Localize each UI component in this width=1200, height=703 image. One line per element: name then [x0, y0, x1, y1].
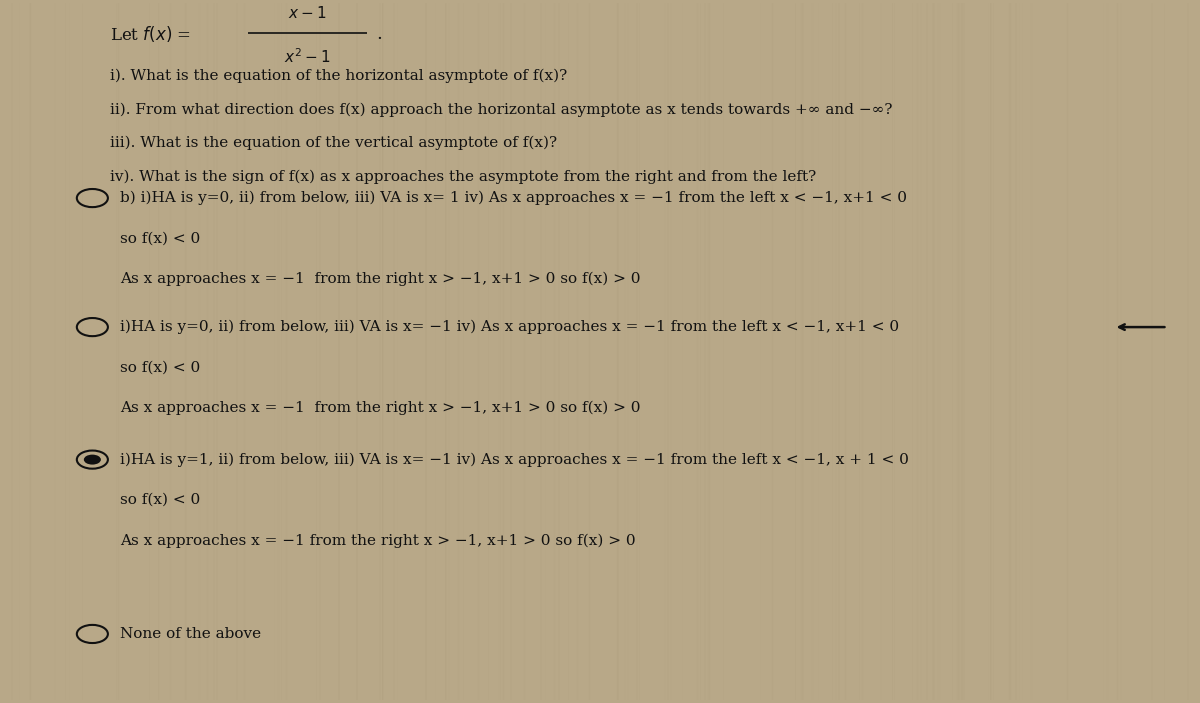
- Text: i)HA is y=1, ii) from below, iii) VA is x= −1 iv) As x approaches x = −1 from th: i)HA is y=1, ii) from below, iii) VA is …: [120, 453, 908, 467]
- Text: iii). What is the equation of the vertical asymptote of f(x)?: iii). What is the equation of the vertic…: [110, 136, 558, 150]
- Text: As x approaches x = −1  from the right x > −1, x+1 > 0 so f(x) > 0: As x approaches x = −1 from the right x …: [120, 401, 641, 415]
- Text: so f(x) < 0: so f(x) < 0: [120, 231, 200, 245]
- Text: Let $f(x)$ =: Let $f(x)$ =: [110, 24, 191, 44]
- Text: i). What is the equation of the horizontal asymptote of f(x)?: i). What is the equation of the horizont…: [110, 69, 568, 83]
- Text: so f(x) < 0: so f(x) < 0: [120, 493, 200, 507]
- Text: $x^2-1$: $x^2-1$: [284, 47, 330, 66]
- Text: ii). From what direction does f(x) approach the horizontal asymptote as x tends : ii). From what direction does f(x) appro…: [110, 103, 893, 117]
- Text: None of the above: None of the above: [120, 627, 260, 641]
- Text: .: .: [377, 25, 383, 43]
- Text: $x-1$: $x-1$: [288, 5, 326, 21]
- Text: b) i)HA is y=0, ii) from below, iii) VA is x= 1 iv) As x approaches x = −1 from : b) i)HA is y=0, ii) from below, iii) VA …: [120, 191, 907, 205]
- Text: so f(x) < 0: so f(x) < 0: [120, 361, 200, 375]
- Circle shape: [84, 455, 101, 465]
- Text: iv). What is the sign of f(x) as x approaches the asymptote from the right and f: iv). What is the sign of f(x) as x appro…: [110, 169, 816, 183]
- Text: As x approaches x = −1  from the right x > −1, x+1 > 0 so f(x) > 0: As x approaches x = −1 from the right x …: [120, 272, 641, 286]
- Text: As x approaches x = −1 from the right x > −1, x+1 > 0 so f(x) > 0: As x approaches x = −1 from the right x …: [120, 534, 636, 548]
- Text: i)HA is y=0, ii) from below, iii) VA is x= −1 iv) As x approaches x = −1 from th: i)HA is y=0, ii) from below, iii) VA is …: [120, 320, 899, 335]
